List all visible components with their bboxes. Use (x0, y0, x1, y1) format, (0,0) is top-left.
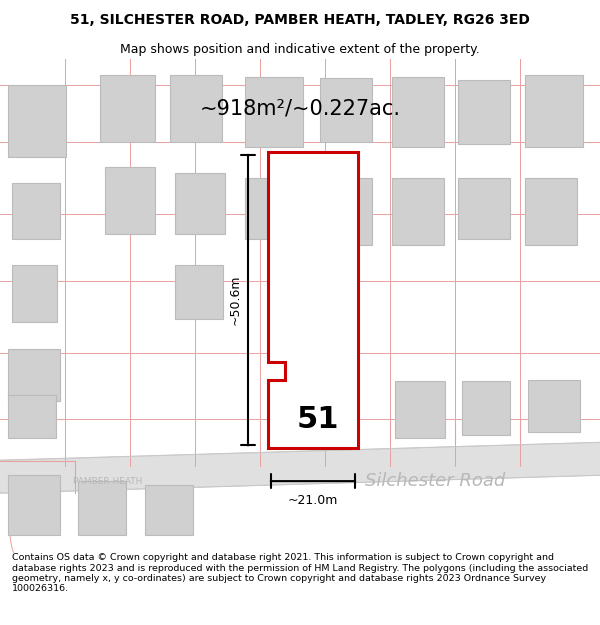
Bar (320, 78, 372, 142)
Polygon shape (0, 442, 600, 494)
Bar (100, 75, 155, 142)
Bar (8, 349, 60, 401)
Text: ~50.6m: ~50.6m (229, 275, 242, 326)
Bar (395, 381, 445, 438)
Polygon shape (268, 152, 358, 448)
Bar (525, 75, 583, 147)
Bar (282, 244, 344, 319)
Bar (245, 77, 303, 147)
Bar (458, 80, 510, 144)
Bar (392, 77, 444, 147)
Bar (392, 177, 444, 244)
Bar (12, 183, 60, 239)
Text: PAMBER HEATH: PAMBER HEATH (73, 477, 143, 486)
Bar (458, 177, 510, 239)
Bar (175, 265, 223, 319)
Text: ~918m²/~0.227ac.: ~918m²/~0.227ac. (199, 99, 401, 119)
Bar (245, 177, 297, 239)
Bar (525, 177, 577, 244)
Bar (145, 485, 193, 534)
Text: Silchester Road: Silchester Road (365, 472, 505, 490)
Bar (175, 173, 225, 234)
Bar (105, 168, 155, 234)
Text: Contains OS data © Crown copyright and database right 2021. This information is : Contains OS data © Crown copyright and d… (12, 553, 588, 593)
Text: ~21.0m: ~21.0m (288, 494, 338, 508)
Bar (320, 177, 372, 244)
Bar (12, 265, 57, 322)
Text: 51, SILCHESTER ROAD, PAMBER HEATH, TADLEY, RG26 3ED: 51, SILCHESTER ROAD, PAMBER HEATH, TADLE… (70, 13, 530, 27)
Bar (528, 380, 580, 432)
Bar (170, 75, 222, 142)
Bar (8, 475, 60, 534)
Text: 51: 51 (297, 405, 339, 434)
Bar (78, 481, 126, 534)
Bar (8, 85, 66, 157)
Bar (8, 395, 56, 438)
Text: Map shows position and indicative extent of the property.: Map shows position and indicative extent… (120, 42, 480, 56)
Bar (462, 381, 510, 435)
